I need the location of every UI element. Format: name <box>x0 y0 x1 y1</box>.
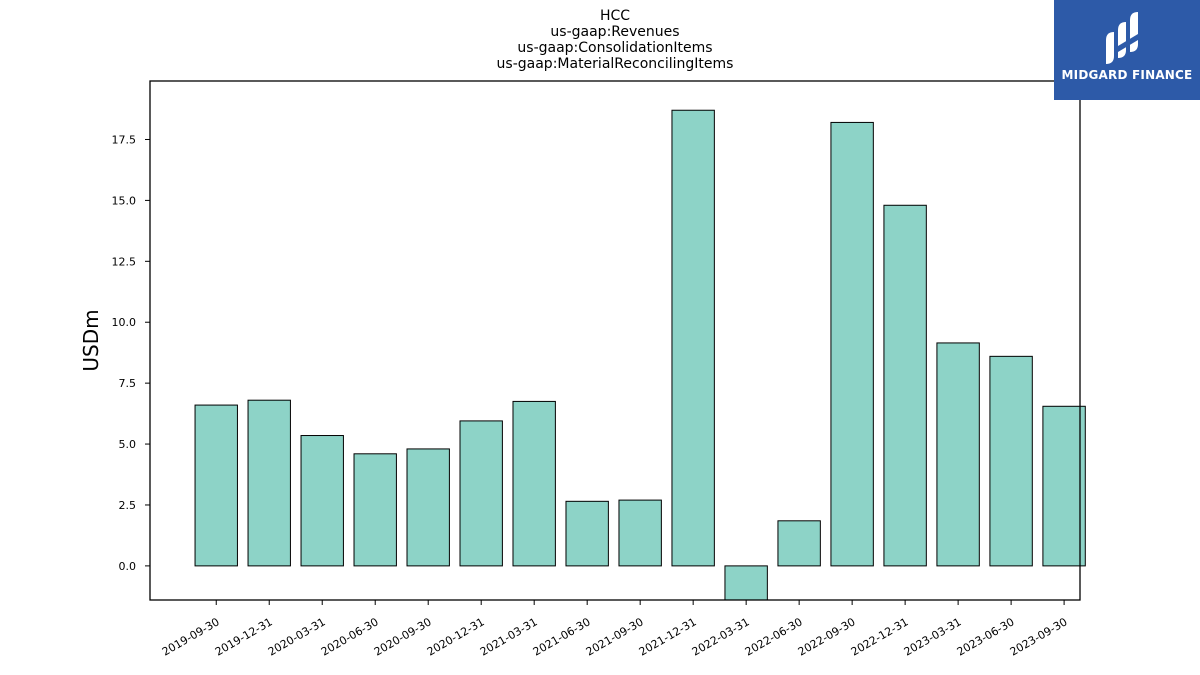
bar-2023-06-30 <box>989 355 1033 567</box>
bar-2022-06-30 <box>777 520 821 567</box>
bar-2020-12-31 <box>459 420 503 567</box>
y-tick-label: 7.5 <box>119 377 137 390</box>
bar-2021-12-31 <box>671 109 715 567</box>
bar-2022-09-30 <box>830 121 874 567</box>
x-tick-label: 2020-12-31 <box>425 615 487 658</box>
plot-frame <box>149 80 1081 601</box>
x-tick-label: 2020-06-30 <box>319 615 381 658</box>
y-tick-label: 0.0 <box>119 560 137 573</box>
y-tick-label: 17.5 <box>112 133 137 146</box>
x-tick-label: 2020-09-30 <box>372 615 434 658</box>
bar-2021-06-30 <box>565 500 609 567</box>
title-line-2: us-gaap:Revenues <box>550 24 680 40</box>
y-tick-label: 10.0 <box>112 316 137 329</box>
y-tick-label: 12.5 <box>112 255 137 268</box>
x-tick-label: 2023-06-30 <box>955 615 1017 658</box>
x-tick-label: 2021-09-30 <box>584 615 646 658</box>
x-tick-label: 2021-12-31 <box>637 615 699 658</box>
midgard-logo-icon <box>1106 12 1138 64</box>
y-tick-label: 5.0 <box>119 438 137 451</box>
bar-2019-09-30 <box>194 404 238 567</box>
x-tick-label: 2022-03-31 <box>690 615 752 658</box>
y-tick-label: 15.0 <box>112 194 137 207</box>
bar-2021-03-31 <box>512 400 556 567</box>
y-tick-label: 2.5 <box>119 499 137 512</box>
x-tick-label: 2021-03-31 <box>478 615 540 658</box>
bar-2023-09-30 <box>1042 405 1086 567</box>
bar-2021-09-30 <box>618 499 662 567</box>
bar-2020-03-31 <box>300 435 344 567</box>
x-tick-label: 2022-09-30 <box>796 615 858 658</box>
x-tick-label: 2022-06-30 <box>743 615 805 658</box>
title-line-3: us-gaap:ConsolidationItems <box>517 40 713 56</box>
x-tick-label: 2019-12-31 <box>213 615 275 658</box>
x-tick-label: 2023-09-30 <box>1008 615 1070 658</box>
x-tick-label: 2022-12-31 <box>849 615 911 658</box>
logo-text: MIDGARD FINANCE <box>1061 68 1193 82</box>
x-tick-label: 2023-03-31 <box>902 615 964 658</box>
bar-2020-06-30 <box>353 453 397 567</box>
x-tick-label: 2019-09-30 <box>160 615 222 658</box>
title-line-1: HCC <box>599 8 631 24</box>
y-axis-label: USDm <box>79 309 103 371</box>
title-line-4: us-gaap:MaterialReconcilingItems <box>496 56 734 72</box>
bar-2022-12-31 <box>883 204 927 567</box>
bar-2022-03-31 <box>724 565 768 601</box>
x-tick-label: 2020-03-31 <box>266 615 328 658</box>
x-tick-label: 2021-06-30 <box>531 615 593 658</box>
bar-2020-09-30 <box>406 448 450 567</box>
bar-2023-03-31 <box>936 342 980 567</box>
midgard-finance-logo: MIDGARD FINANCE <box>1054 0 1200 100</box>
bar-2019-12-31 <box>247 399 291 567</box>
